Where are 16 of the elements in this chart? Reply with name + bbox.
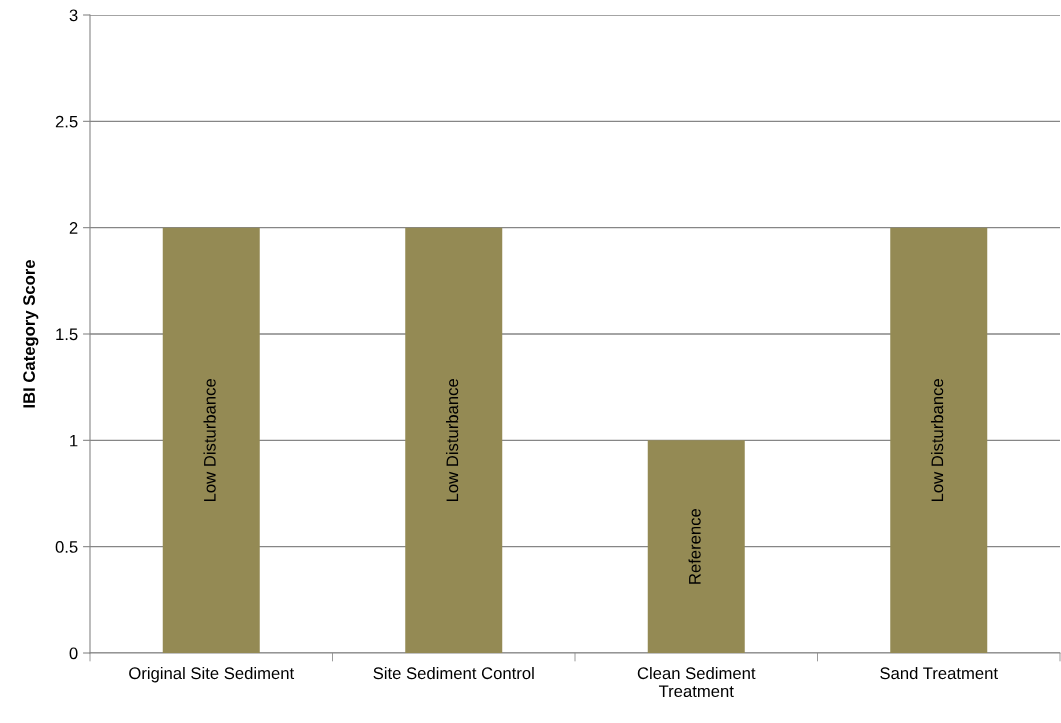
y-tick-label: 3 [69,9,78,22]
x-tick-label: Site Sediment Control [373,666,534,680]
data-label: Low Disturbance [203,379,216,502]
y-tick-label: 2 [69,222,78,234]
y-tick-label: 0.5 [55,541,78,553]
y-tick-label: 1 [70,434,78,447]
y-tick-label: 2.5 [55,115,78,128]
data-label: Low Disturbance [930,379,944,502]
data-label: Reference [688,508,701,584]
x-tick-label: Sand Treatment [880,666,998,680]
x-tick-label: Original Site Sediment [129,666,295,683]
x-tick-label: Clean Sediment Treatment [637,666,756,698]
y-axis-title: IBI Category Score [23,260,39,408]
y-tick-label: 0 [69,647,78,660]
y-tick-label: 1.5 [56,328,78,341]
data-label: Low Disturbance [445,379,459,502]
